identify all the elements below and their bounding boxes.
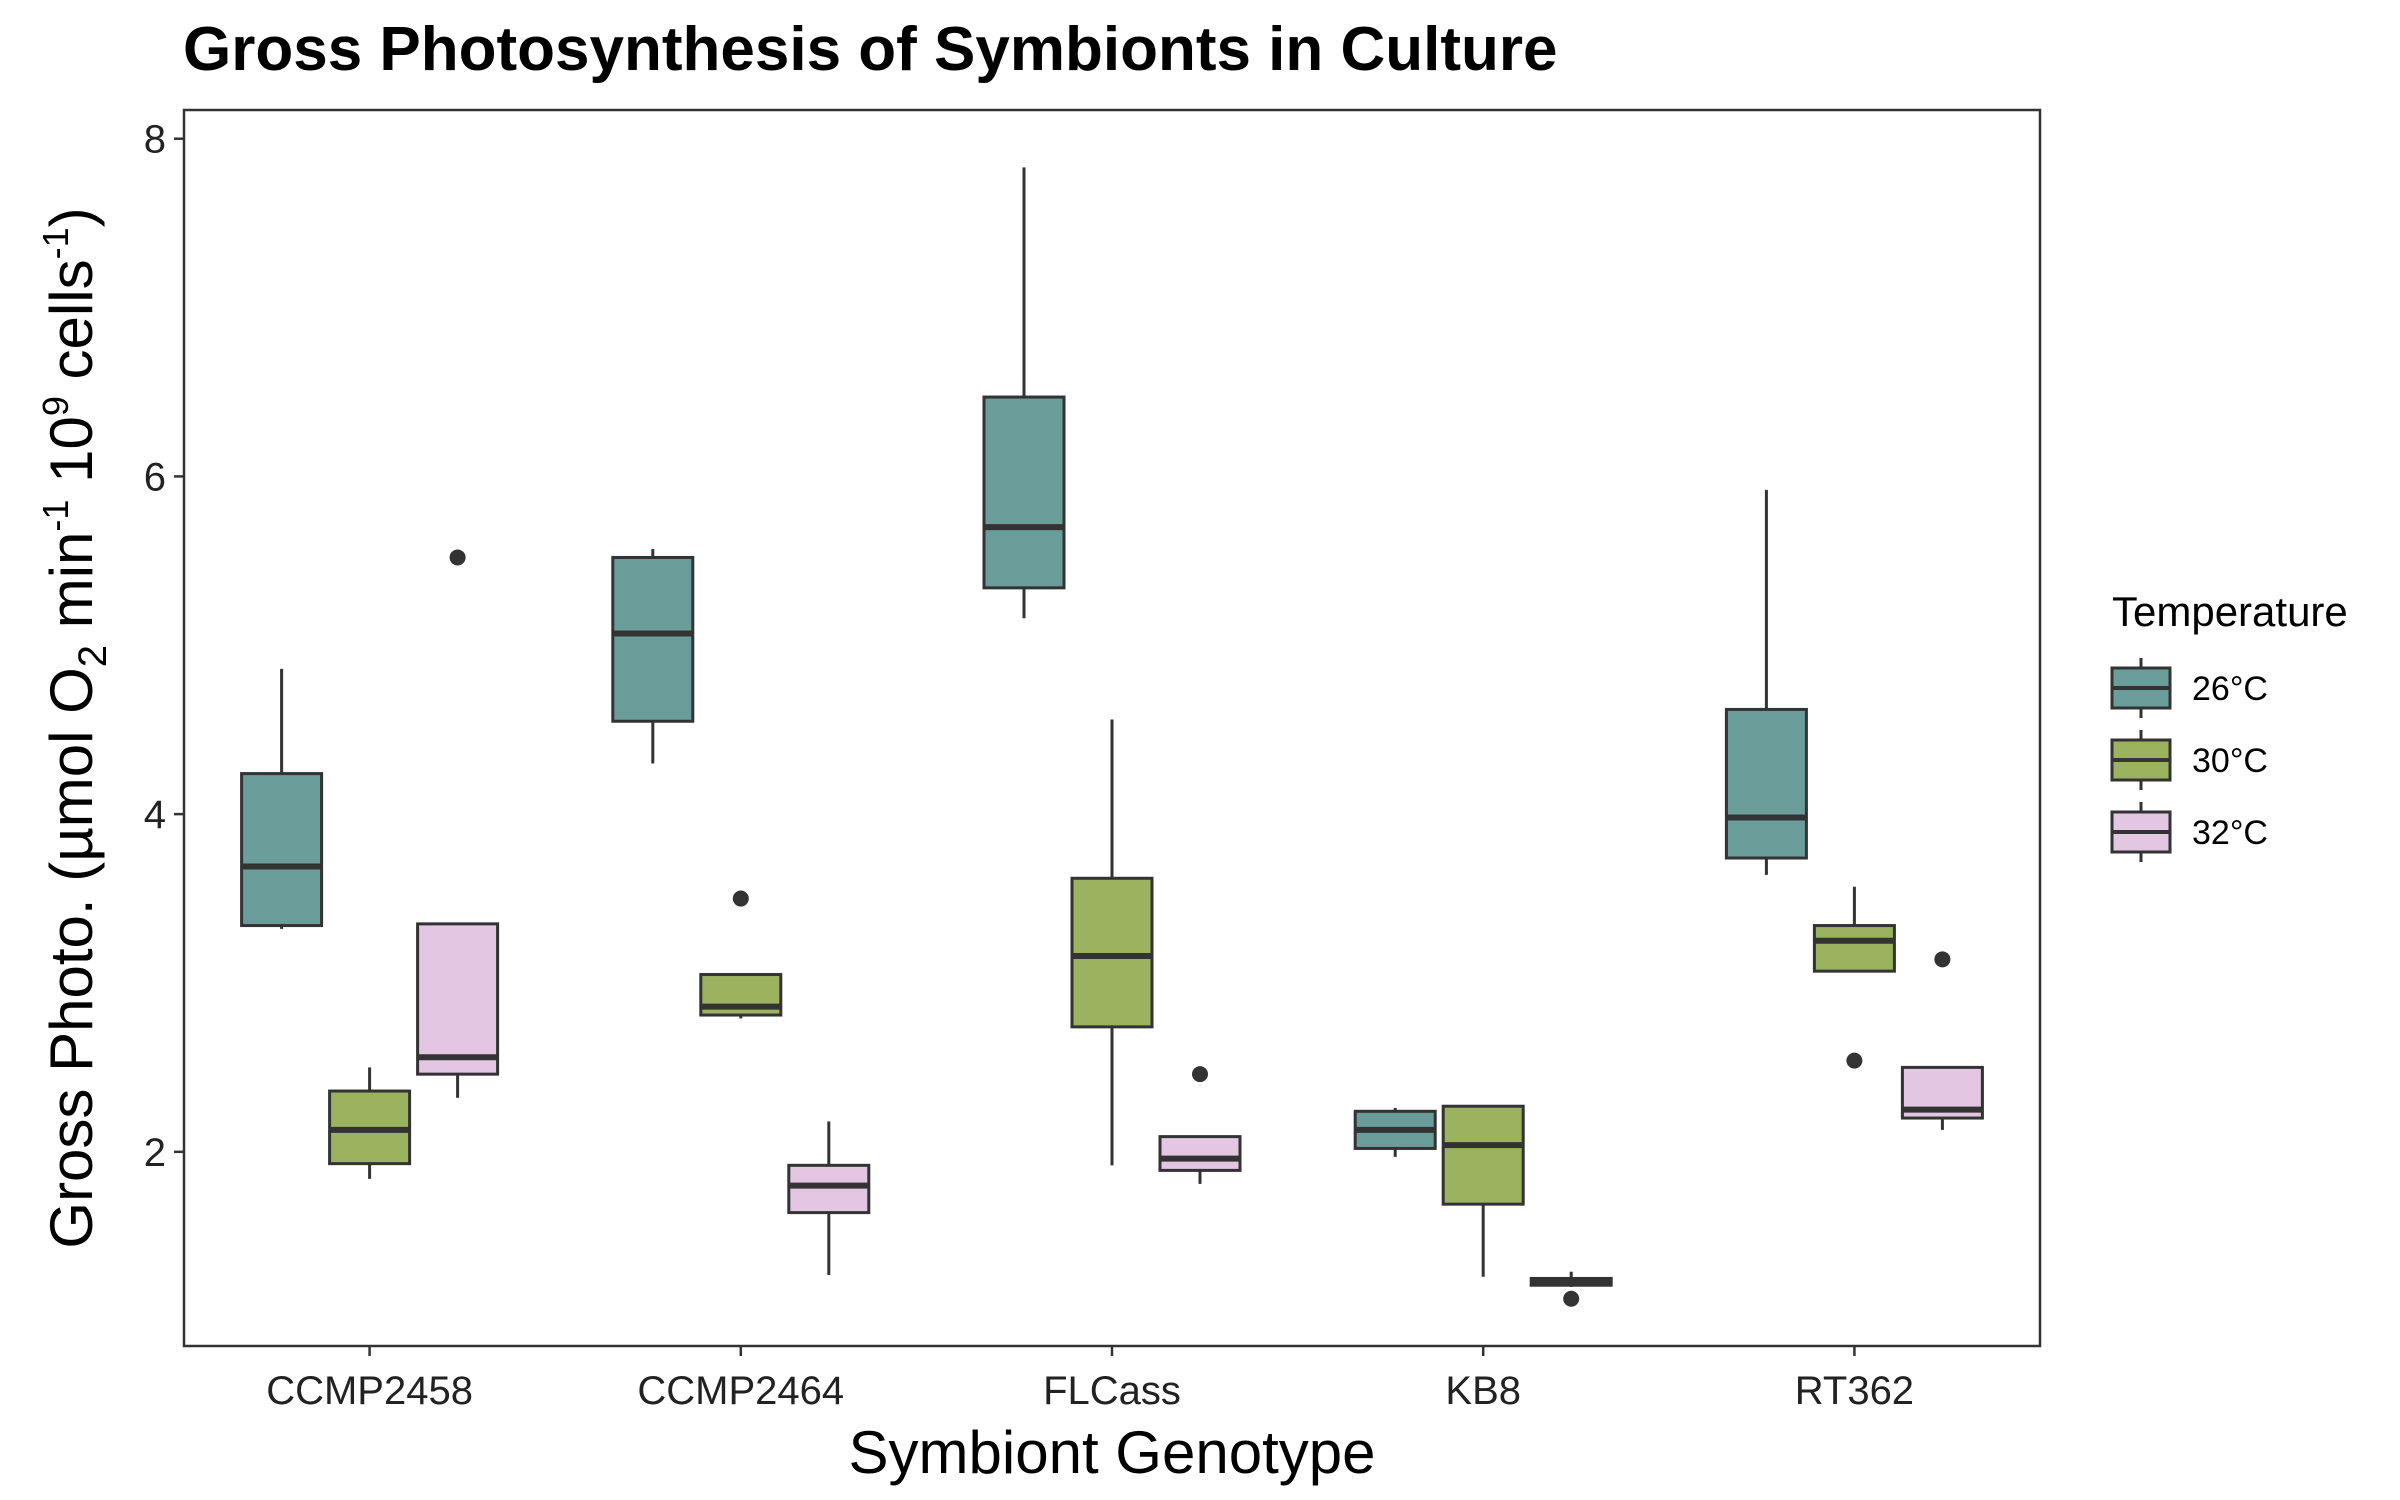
legend-title: Temperature	[2112, 588, 2348, 635]
box-RT362-2	[1900, 951, 1984, 1130]
legend: Temperature 26°C 30°C 32°C	[2110, 588, 2348, 862]
y-axis: 2 4 6 8	[144, 118, 184, 1175]
box-KB8-1	[1441, 1104, 1525, 1277]
box-RT362-0	[1724, 489, 1808, 875]
y-tick-label: 8	[144, 118, 166, 162]
chart-title: Gross Photosynthesis of Symbionts in Cul…	[183, 15, 1558, 84]
box-CCMP2458-2	[416, 549, 500, 1098]
box-iqr	[416, 922, 500, 1076]
outlier-point	[1563, 1290, 1580, 1307]
x-axis: CCMP2458 CCMP2464 FLCass KB8 RT362	[266, 1346, 1914, 1413]
x-tick-label: CCMP2464	[637, 1369, 844, 1413]
box-KB8-2	[1529, 1271, 1613, 1307]
box-FLCass-1	[1070, 719, 1154, 1166]
y-tick-label: 4	[144, 793, 166, 837]
boxes-layer	[240, 167, 1984, 1307]
box-iqr	[787, 1163, 871, 1215]
x-axis-title: Symbiont Genotype	[849, 1419, 1376, 1486]
box-iqr	[1441, 1104, 1525, 1206]
box-CCMP2464-2	[787, 1121, 871, 1276]
box-CCMP2464-1	[699, 890, 783, 1019]
box-FLCass-2	[1158, 1066, 1242, 1184]
x-tick-label: CCMP2458	[266, 1369, 473, 1413]
box-iqr	[1158, 1135, 1242, 1172]
outlier-point	[1934, 951, 1951, 968]
y-tick-label: 6	[144, 455, 166, 499]
outlier-point	[732, 890, 749, 907]
box-iqr	[1070, 876, 1154, 1029]
legend-item: 30°C	[2110, 730, 2268, 790]
box-CCMP2464-0	[611, 549, 695, 764]
box-iqr	[982, 395, 1066, 590]
y-tick-label: 2	[144, 1131, 166, 1175]
box-iqr	[1724, 707, 1808, 860]
box-RT362-1	[1812, 886, 1896, 1069]
legend-item: 32°C	[2110, 802, 2268, 862]
box-iqr	[240, 772, 324, 928]
x-tick-label: FLCass	[1043, 1369, 1181, 1413]
box-KB8-0	[1353, 1107, 1437, 1157]
box-iqr	[1812, 924, 1896, 973]
legend-label: 32°C	[2192, 814, 2268, 852]
outlier-point	[1846, 1052, 1863, 1069]
legend-label: 26°C	[2192, 670, 2268, 708]
box-CCMP2458-1	[328, 1067, 412, 1179]
legend-item: 26°C	[2110, 658, 2268, 718]
outlier-point	[1192, 1066, 1208, 1083]
box-FLCass-0	[982, 167, 1066, 619]
x-tick-label: KB8	[1445, 1369, 1521, 1413]
box-CCMP2458-0	[240, 668, 324, 929]
outlier-point	[449, 549, 466, 566]
y-axis-title: Gross Photo. (µmol O2 min-1 109 cells-1)	[35, 207, 115, 1248]
legend-label: 30°C	[2192, 742, 2268, 780]
x-tick-label: RT362	[1795, 1369, 1914, 1413]
box-iqr	[611, 555, 695, 723]
